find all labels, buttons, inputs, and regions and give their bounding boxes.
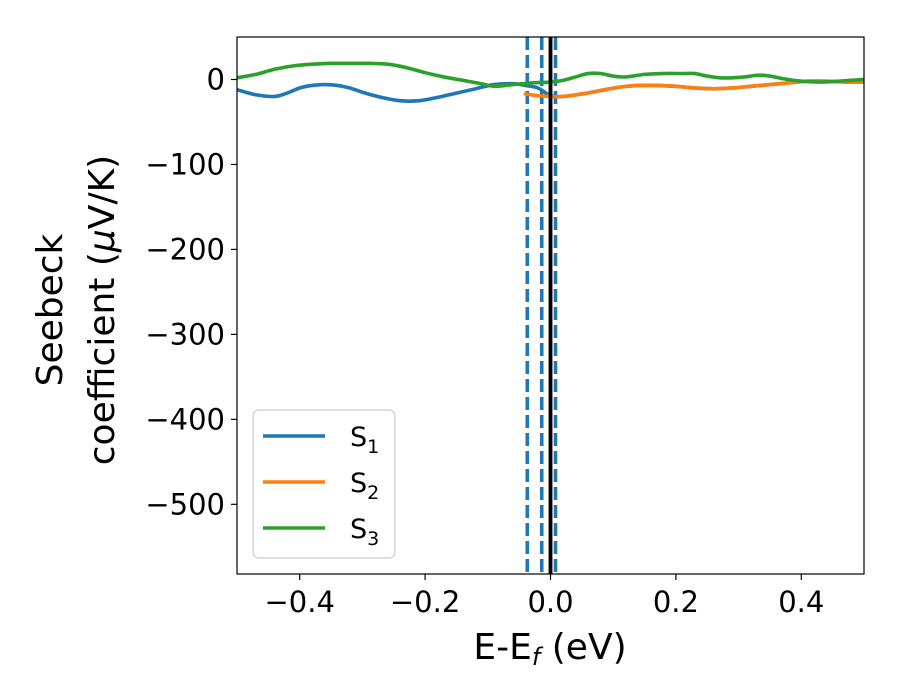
series-line-s3 <box>237 61 864 89</box>
x-tick-label: 0.4 <box>778 585 824 619</box>
y-axis-label-line1: Seebeck <box>30 233 71 386</box>
x-axis-ticks: −0.4 −0.2 0.0 0.2 0.4 <box>264 574 824 619</box>
x-tick-label: 0.2 <box>653 585 699 619</box>
x-tick-label: 0.0 <box>527 585 573 619</box>
y-axis-label: Seebeck coefficient (μV/K) <box>30 155 123 465</box>
y-tick-label: −100 <box>145 147 225 181</box>
series-lines <box>237 37 864 574</box>
y-tick-label: −200 <box>145 232 225 266</box>
legend-label-s2: S2 <box>350 468 379 504</box>
x-tick-label: −0.4 <box>264 585 334 619</box>
y-tick-label: −400 <box>145 402 225 436</box>
x-tick-label: −0.2 <box>390 585 460 619</box>
y-tick-label: −300 <box>145 317 225 351</box>
x-axis-label: E-Ef (eV) <box>473 627 626 671</box>
y-tick-label: 0 <box>207 62 225 96</box>
legend: S1 S2 S3 <box>252 409 396 559</box>
legend-label-s3: S3 <box>350 514 379 550</box>
y-axis-ticks: 0 −100 −200 −300 −400 −500 <box>145 62 237 521</box>
y-axis-label-line2: coefficient (μV/K) <box>82 155 123 465</box>
legend-label-s1: S1 <box>350 422 379 458</box>
legend-box <box>252 409 396 559</box>
y-tick-label: −500 <box>145 487 225 521</box>
